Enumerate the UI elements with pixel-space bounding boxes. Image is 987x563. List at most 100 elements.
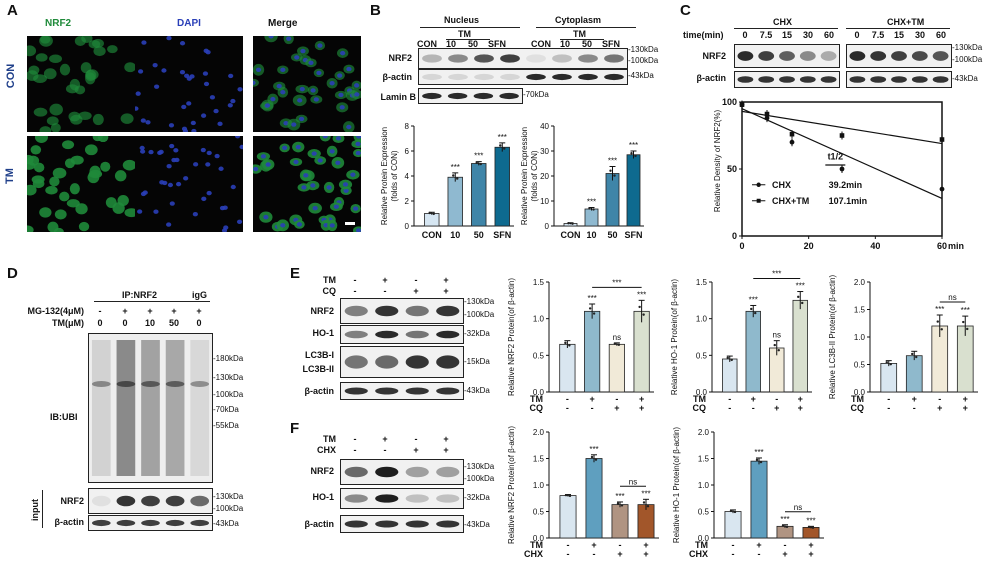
nrf2-cell: [65, 84, 79, 94]
group-line-cytoplasm: [536, 27, 636, 28]
dapi-nucleus: [171, 157, 177, 163]
data-point: [750, 307, 753, 311]
bracket-label: ***: [772, 270, 781, 279]
nrf2-cell: [100, 161, 111, 172]
y-tick-label: 0.0: [533, 534, 545, 543]
c-group-chxtm: CHX+TM: [887, 17, 925, 27]
y-tick-label: 1.5: [533, 455, 545, 464]
smear-lane: [91, 340, 111, 476]
f-blot-ho1: [340, 488, 464, 509]
f-blot-actin: [340, 515, 464, 533]
blot-band: [116, 495, 136, 507]
e-cond-val-0-0: -: [353, 275, 357, 285]
significance-label: ***: [589, 445, 598, 454]
significance-label: ***: [587, 198, 596, 207]
blot-band: [91, 495, 111, 507]
legend-name: CHX: [772, 180, 791, 190]
b-lane-4: CON: [531, 39, 551, 49]
y-axis-label: Relative HO-1 Protein(of β-actin): [670, 279, 679, 396]
bar: [559, 343, 576, 393]
f-cond-val-1-1: -: [383, 445, 387, 455]
condition-label: TM: [695, 540, 708, 550]
condition-value: -: [615, 394, 618, 404]
nrf2-cell: [64, 158, 75, 169]
d-cond-val-0-0: -: [98, 306, 102, 316]
nrf2-cell: [39, 207, 52, 218]
data-point: [479, 162, 482, 166]
blot-band: [405, 355, 429, 369]
condition-value: +: [937, 403, 942, 413]
condition-value: +: [591, 540, 596, 550]
dapi-nucleus: [354, 83, 360, 88]
significance-label: ***: [451, 163, 460, 172]
e-kda-15: -15kDa: [464, 357, 490, 366]
d-input-bracket: [42, 490, 43, 528]
dapi-nucleus: [265, 162, 271, 167]
bar: [424, 213, 440, 227]
data-point: [966, 327, 969, 331]
blot-band: [436, 494, 460, 503]
dapi-nucleus: [168, 123, 175, 128]
dapi-nucleus: [322, 136, 328, 139]
blot-band: [911, 51, 928, 61]
blot-band: [436, 330, 460, 339]
dapi-nucleus: [236, 219, 243, 224]
nrf2-cell: [30, 145, 42, 155]
y-tick-label: 40: [540, 122, 549, 131]
blot-band: [526, 73, 546, 81]
b-kda-43: -43kDa: [628, 71, 654, 80]
blot-band: [165, 519, 185, 527]
significance-label: ***: [961, 306, 970, 315]
f-cond-label-0: TM: [323, 434, 336, 444]
bar: [724, 511, 742, 539]
blot-band: [375, 520, 399, 528]
b-row-lamin: Lamin B: [380, 92, 416, 102]
blot-band: [405, 330, 429, 339]
fit-line-1: [741, 110, 943, 145]
data-point: [634, 154, 637, 158]
condition-value: -: [784, 540, 787, 550]
d-cond-label-1: TM(μM): [52, 318, 84, 328]
dapi-nucleus: [182, 128, 189, 132]
condition-label: CQ: [851, 403, 865, 413]
blot-band: [344, 520, 368, 528]
condition-value: +: [589, 394, 594, 404]
d-kda-100b: -100kDa: [213, 504, 244, 513]
nrf2-cell: [93, 46, 106, 57]
blot-band: [870, 51, 887, 61]
chart-e-nrf2: 0.0 0.5 1.0 1.5 Relative NRF2 Protein(of β-a…: [507, 278, 654, 413]
dapi-nucleus: [191, 128, 197, 132]
d-cond-val-0-2: +: [147, 306, 153, 316]
d-cond-val-1-4: 0: [196, 318, 202, 328]
nrf2-cell: [69, 183, 80, 195]
condition-value: -: [619, 540, 622, 550]
dapi-nucleus: [355, 141, 361, 147]
nrf2-cell: [52, 167, 67, 179]
y-axis-label: (folds of CON): [390, 150, 399, 201]
e-row-ho1: HO-1: [312, 328, 334, 338]
x-axis-label: min: [948, 241, 964, 251]
bar: [585, 458, 603, 539]
blot-band: [405, 466, 429, 478]
y-axis-label: Relative HO-1 Protein(of β-actin): [672, 427, 681, 544]
condition-value: +: [643, 540, 648, 550]
dapi-nucleus: [173, 148, 179, 153]
half-life-label: t1/2: [828, 152, 844, 162]
dapi-nucleus: [201, 196, 207, 202]
x-tick-label: CON: [422, 230, 442, 240]
data-point: [759, 460, 763, 464]
dapi-nucleus: [293, 159, 299, 165]
bar: [750, 460, 768, 539]
dapi-nucleus: [166, 36, 172, 41]
dapi-nucleus: [263, 214, 269, 220]
y-tick-label: 0.0: [533, 388, 545, 397]
condition-value: -: [758, 549, 761, 559]
blot-band: [344, 387, 368, 395]
data-point: [885, 361, 888, 364]
blot-bands: [344, 494, 460, 503]
d-kda-55: -55kDa: [213, 421, 239, 430]
x-tick-label: 10: [586, 230, 596, 240]
smear-lane: [165, 340, 185, 476]
b-lane-3: SFN: [488, 39, 506, 49]
dapi-nucleus: [200, 113, 207, 118]
